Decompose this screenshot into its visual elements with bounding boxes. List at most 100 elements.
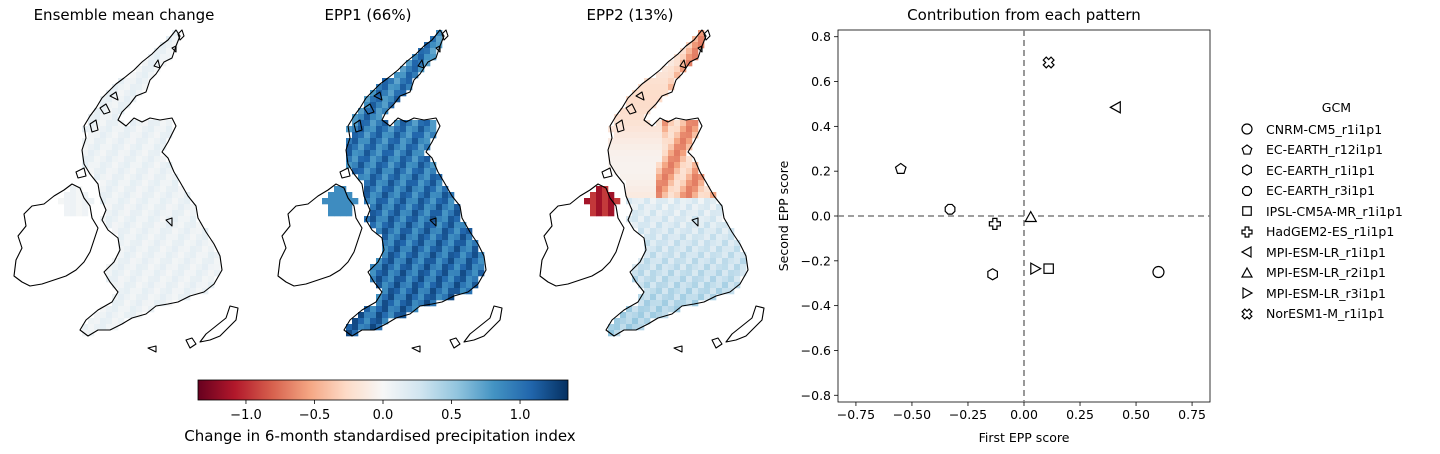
map-cell [160,216,167,223]
map-cell [656,234,663,241]
map-cell [382,120,389,127]
map-cell [94,162,101,169]
map-cell [424,264,431,271]
map-cell [412,192,419,199]
map-cell [424,186,431,193]
island-outline [353,119,363,133]
map-cell [100,126,107,133]
map-cell [692,54,699,61]
map-cell [376,144,383,151]
map-cell [394,144,401,151]
map-cell [412,216,419,223]
map-cell [626,162,633,169]
island-outline [625,103,637,115]
map-cell [64,198,71,205]
map-cell [680,234,687,241]
map-cell [406,210,413,217]
map-cell [442,198,449,205]
map-cell [412,198,419,205]
map-cell [190,288,197,295]
map-cell [370,222,377,229]
map-cell [118,78,125,85]
legend-label: CNRM-CM5_r1i1p1 [1266,121,1383,137]
map-cell [638,84,645,91]
map-cell [346,126,353,133]
map-cell [196,246,203,253]
map-cell [644,264,651,271]
map-cell [442,282,449,289]
map-cell [142,228,149,235]
map-cell [394,306,401,313]
map-cell [154,126,161,133]
map-cell [704,252,711,259]
map-cell [400,270,407,277]
map-cell [394,72,401,79]
map-cell [202,252,209,259]
triangle-left-marker-icon [1240,246,1252,259]
map-cell [472,282,479,289]
map-cell [118,222,125,229]
map-cell [710,216,717,223]
map-cell [328,204,335,211]
map-cell [388,96,395,103]
map-cell [686,180,693,187]
map-cell [662,120,669,127]
map-cell [400,150,407,157]
legend-item: MPI-ESM-LR_r1i1p1 [1240,242,1403,263]
map-cell [118,180,125,187]
map-cell [178,282,185,289]
map-cell [460,240,467,247]
map-cell [406,216,413,223]
map-cell [674,300,681,307]
map-cell [148,204,155,211]
map-cell [656,126,663,133]
map-cell [148,54,155,61]
map-cell [172,186,179,193]
map-cell [184,228,191,235]
map-cell [448,210,455,217]
map-cell [118,276,125,283]
map-cell [178,210,185,217]
map-cell [118,102,125,109]
map-cell [710,288,717,295]
map-cell [160,48,167,55]
map-cell [148,168,155,175]
map-cell [184,210,191,217]
map-cell [196,240,203,247]
map-cell [448,288,455,295]
map-cell [196,258,203,265]
map-cell [424,204,431,211]
map-cell [662,210,669,217]
map-cell [376,192,383,199]
map-cell [148,234,155,241]
map-cell [178,246,185,253]
map-cell [418,276,425,283]
map-cell [460,258,467,265]
map-cell [722,288,729,295]
map-cell [400,72,407,79]
map-cell [632,120,639,127]
map-cell [698,246,705,253]
colorbar-label: Change in 6-month standardised precipita… [184,427,576,445]
map-cell [400,78,407,85]
map-cell [442,264,449,271]
map-cell [662,156,669,163]
map-cell [388,276,395,283]
map-cell [626,180,633,187]
map-cell [208,264,215,271]
map-cell [124,132,131,139]
great-britain-outline [605,29,749,337]
map-cell [142,192,149,199]
map-cell [142,138,149,145]
map-cell [142,72,149,79]
map-cell [376,210,383,217]
map-cell [358,318,365,325]
map-cell [106,114,113,121]
map-cell [88,150,95,157]
map-cell [160,288,167,295]
map-cell [184,282,191,289]
map-cell [364,324,371,331]
map-cell [734,264,741,271]
map-cell [364,108,371,115]
map-cell [154,162,161,169]
